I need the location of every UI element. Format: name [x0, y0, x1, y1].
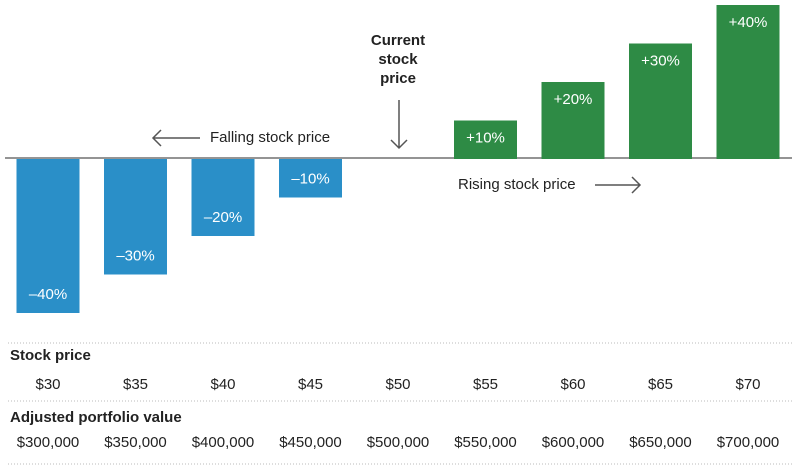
down-arrow: [390, 100, 408, 150]
bar: [16, 159, 80, 313]
bar: [541, 82, 605, 159]
portfolio-cell: $350,000: [104, 434, 167, 451]
portfolio-cell: $700,000: [717, 434, 780, 451]
portfolio-header: Adjusted portfolio value: [10, 409, 182, 426]
price-cell: $40: [210, 376, 235, 393]
bar: [191, 159, 255, 236]
value-label: +20%: [554, 91, 593, 108]
price-cell: $70: [735, 376, 760, 393]
current-label: Current stock price: [370, 32, 426, 87]
portfolio-cell: $600,000: [542, 434, 605, 451]
value-label: +10%: [466, 129, 505, 146]
portfolio-cell: $300,000: [17, 434, 80, 451]
value-label: –20%: [204, 209, 242, 226]
bar: [629, 43, 692, 159]
price-cell: $35: [123, 376, 148, 393]
price-cell: $60: [560, 376, 585, 393]
arrows: [151, 100, 642, 194]
price-cell: $55: [473, 376, 498, 393]
bar: [104, 159, 167, 275]
price-cell: $45: [298, 376, 323, 393]
right-arrow: [595, 176, 642, 194]
bar: [279, 159, 342, 198]
rising-label: Rising stock price: [458, 176, 576, 193]
price-header: Stock price: [10, 347, 91, 364]
portfolio-cell: $550,000: [454, 434, 517, 451]
value-label: +40%: [729, 14, 768, 31]
price-cell: $50: [385, 376, 410, 393]
value-label: –10%: [291, 170, 329, 187]
bar: [716, 5, 780, 159]
bar: [454, 120, 517, 159]
left-arrow: [151, 129, 200, 147]
portfolio-cell: $450,000: [279, 434, 342, 451]
price-cell: $30: [35, 376, 60, 393]
price-cell: $65: [648, 376, 673, 393]
portfolio-cell: $400,000: [192, 434, 255, 451]
falling-label: Falling stock price: [210, 129, 330, 146]
value-label: –40%: [29, 286, 67, 303]
value-label: –30%: [116, 247, 154, 264]
portfolio-cell: $500,000: [367, 434, 430, 451]
portfolio-cell: $650,000: [629, 434, 692, 451]
value-label: +30%: [641, 52, 680, 69]
